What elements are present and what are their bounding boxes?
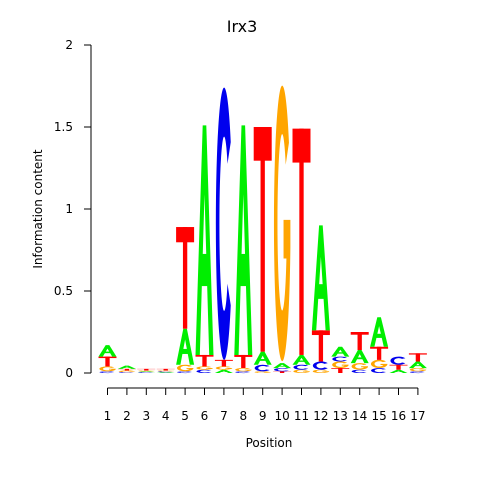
x-tick-label: 1 xyxy=(104,409,112,423)
letter-A-pos-4 xyxy=(156,372,175,373)
letter-C-pos-11 xyxy=(293,364,309,370)
letter-A-pos-14 xyxy=(350,350,369,364)
letter-C-pos-1 xyxy=(99,371,115,373)
letter-C-pos-6 xyxy=(196,369,212,373)
letter-A-pos-16 xyxy=(389,369,408,373)
y-tick-label: 0 xyxy=(65,366,73,380)
letter-T-pos-8 xyxy=(234,354,253,369)
letter-A-pos-8 xyxy=(234,125,253,355)
letter-T-pos-5 xyxy=(176,227,195,329)
y-axis-label: Information content xyxy=(31,149,45,269)
x-tick-label: 12 xyxy=(313,409,328,423)
letter-A-pos-11 xyxy=(292,354,311,365)
x-tick-label: 16 xyxy=(391,409,406,423)
letter-C-pos-15 xyxy=(371,368,386,373)
y-tick-label: 1.5 xyxy=(54,120,73,134)
letter-G-pos-14 xyxy=(351,363,368,370)
x-tick-label: 9 xyxy=(259,409,267,423)
letter-A-pos-9 xyxy=(253,351,272,365)
letter-G-pos-9 xyxy=(254,371,271,373)
letter-C-pos-17 xyxy=(409,371,425,373)
y-tick-label: 1 xyxy=(65,202,73,216)
letter-A-pos-10 xyxy=(273,363,292,369)
letter-T-pos-10 xyxy=(273,371,292,373)
letter-G-pos-1 xyxy=(99,366,116,372)
letter-T-pos-14 xyxy=(350,332,369,351)
letter-C-pos-7 xyxy=(215,87,231,360)
x-tick-label: 2 xyxy=(123,409,131,423)
letter-T-pos-7 xyxy=(214,359,233,367)
y-axis: 0 0.5 1 1.5 2 xyxy=(54,38,92,380)
letter-G-pos-8 xyxy=(235,368,252,372)
letter-T-pos-3 xyxy=(137,368,156,371)
letter-T-pos-9 xyxy=(253,127,272,352)
letter-A-pos-7 xyxy=(214,369,233,373)
x-axis-label: Position xyxy=(246,436,293,450)
letter-T-pos-11 xyxy=(292,128,311,355)
letter-C-pos-2 xyxy=(118,372,134,373)
letter-G-pos-17 xyxy=(409,368,427,372)
letter-T-pos-16 xyxy=(389,364,408,370)
letter-T-pos-4 xyxy=(156,368,175,371)
x-tick-label: 3 xyxy=(142,409,150,423)
letter-A-pos-13 xyxy=(331,346,350,357)
letter-C-pos-8 xyxy=(235,371,251,373)
x-tick-label: 14 xyxy=(352,409,367,423)
letter-G-pos-2 xyxy=(118,370,136,373)
y-tick-label: 0.5 xyxy=(54,284,73,298)
letter-A-pos-15 xyxy=(370,317,389,347)
x-tick-label: 6 xyxy=(201,409,209,423)
chart-title: Irx3 xyxy=(227,17,258,36)
letter-G-pos-7 xyxy=(215,366,233,370)
letter-A-pos-2 xyxy=(117,365,136,369)
letter-C-pos-10 xyxy=(274,368,289,372)
letter-G-pos-5 xyxy=(176,364,194,372)
letter-G-pos-13 xyxy=(332,361,349,369)
letter-G-pos-3 xyxy=(138,370,155,372)
letter-A-pos-1 xyxy=(98,345,117,357)
y-tick-label: 2 xyxy=(65,38,73,52)
x-tick-label: 8 xyxy=(239,409,247,423)
x-tick-label: 4 xyxy=(162,409,170,423)
letter-A-pos-17 xyxy=(408,361,427,369)
letter-T-pos-17 xyxy=(408,353,427,362)
letter-C-pos-5 xyxy=(177,371,192,373)
letter-A-pos-12 xyxy=(311,225,330,331)
letter-T-pos-2 xyxy=(117,368,136,371)
x-tick-label: 17 xyxy=(410,409,425,423)
x-axis: 1 2 3 4 5 6 7 8 9 10 11 12 13 14 15 16 17 xyxy=(104,387,426,423)
letter-C-pos-12 xyxy=(312,361,328,370)
letter-T-pos-13 xyxy=(331,368,350,373)
letter-C-pos-9 xyxy=(254,364,270,372)
letter-G-pos-10 xyxy=(273,85,291,362)
x-tick-label: 15 xyxy=(371,409,386,423)
letter-G-pos-15 xyxy=(370,359,388,369)
letter-A-pos-3 xyxy=(137,371,156,373)
letter-T-pos-1 xyxy=(98,356,117,367)
letter-G-pos-6 xyxy=(196,366,213,370)
letter-A-pos-5 xyxy=(176,328,195,365)
letter-C-pos-4 xyxy=(157,371,173,373)
letter-T-pos-6 xyxy=(195,354,214,367)
letter-G-pos-11 xyxy=(293,369,310,373)
letter-A-pos-6 xyxy=(195,125,214,355)
letter-stacks xyxy=(98,85,427,373)
letter-T-pos-15 xyxy=(370,346,389,360)
letter-G-pos-4 xyxy=(157,370,174,372)
letter-G-pos-12 xyxy=(312,369,330,373)
x-tick-label: 5 xyxy=(181,409,189,423)
x-tick-label: 7 xyxy=(220,409,228,423)
letter-C-pos-3 xyxy=(138,372,154,373)
letter-C-pos-16 xyxy=(390,356,406,365)
letter-C-pos-14 xyxy=(351,369,367,373)
x-tick-label: 10 xyxy=(274,409,289,423)
letter-C-pos-13 xyxy=(332,356,348,362)
letter-T-pos-12 xyxy=(311,330,330,362)
x-tick-label: 13 xyxy=(333,409,348,423)
x-tick-label: 11 xyxy=(294,409,309,423)
